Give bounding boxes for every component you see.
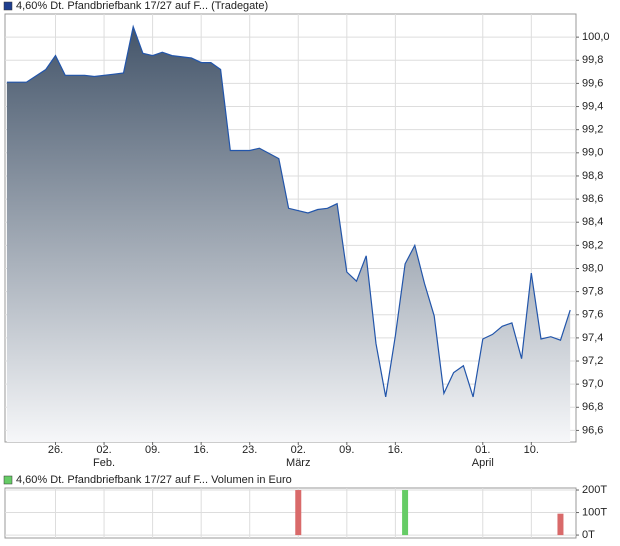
y-tick-label: 99,6 xyxy=(582,77,603,89)
x-tick-label: 01. xyxy=(475,444,490,456)
y-tick-label: 100,0 xyxy=(582,31,610,43)
volume-bar xyxy=(402,490,409,536)
x-tick-label: 16. xyxy=(388,444,403,456)
price-line xyxy=(6,24,571,398)
legend-swatch xyxy=(3,1,13,11)
y-tick-label: 98,8 xyxy=(582,170,603,182)
x-month-label: März xyxy=(286,457,310,469)
y-tick-label: 200T xyxy=(582,484,607,496)
y-tick-label: 99,4 xyxy=(582,100,603,112)
y-tick-label: 100T xyxy=(582,506,607,518)
y-tick-label: 98,2 xyxy=(582,239,603,251)
y-tick-label: 96,8 xyxy=(582,401,603,413)
x-tick-label: 16. xyxy=(194,444,209,456)
y-tick-label: 98,0 xyxy=(582,262,603,274)
area-fill xyxy=(6,26,571,442)
x-tick-label: 09. xyxy=(339,444,354,456)
y-tick-label: 98,6 xyxy=(582,193,603,205)
y-tick-label: 99,8 xyxy=(582,54,603,66)
legend-label: 4,60% Dt. Pfandbriefbank 17/27 auf F... … xyxy=(16,474,292,486)
y-tick-label: 97,0 xyxy=(582,378,603,390)
x-tick-label: 09. xyxy=(145,444,160,456)
x-tick-label: 02. xyxy=(96,444,111,456)
legend-label: 4,60% Dt. Pfandbriefbank 17/27 auf F... … xyxy=(16,0,268,12)
x-tick-label: 23. xyxy=(242,444,257,456)
y-tick-label: 97,6 xyxy=(582,309,603,321)
y-tick-label: 96,6 xyxy=(582,424,603,436)
volume-bar xyxy=(557,513,564,536)
x-tick-label: 02. xyxy=(291,444,306,456)
x-tick-label: 26. xyxy=(48,444,63,456)
y-tick-label: 97,2 xyxy=(582,355,603,367)
y-tick-label: 99,2 xyxy=(582,124,603,136)
x-month-label: April xyxy=(472,457,494,469)
y-tick-label: 97,8 xyxy=(582,286,603,298)
y-tick-label: 97,4 xyxy=(582,332,603,344)
x-tick-label: 10. xyxy=(524,444,539,456)
x-month-label: Feb. xyxy=(93,457,115,469)
legend-swatch xyxy=(3,475,13,485)
y-tick-label: 99,0 xyxy=(582,147,603,159)
y-tick-label: 98,4 xyxy=(582,216,603,228)
volume-bar xyxy=(295,490,302,536)
y-tick-label: 0T xyxy=(582,529,595,541)
